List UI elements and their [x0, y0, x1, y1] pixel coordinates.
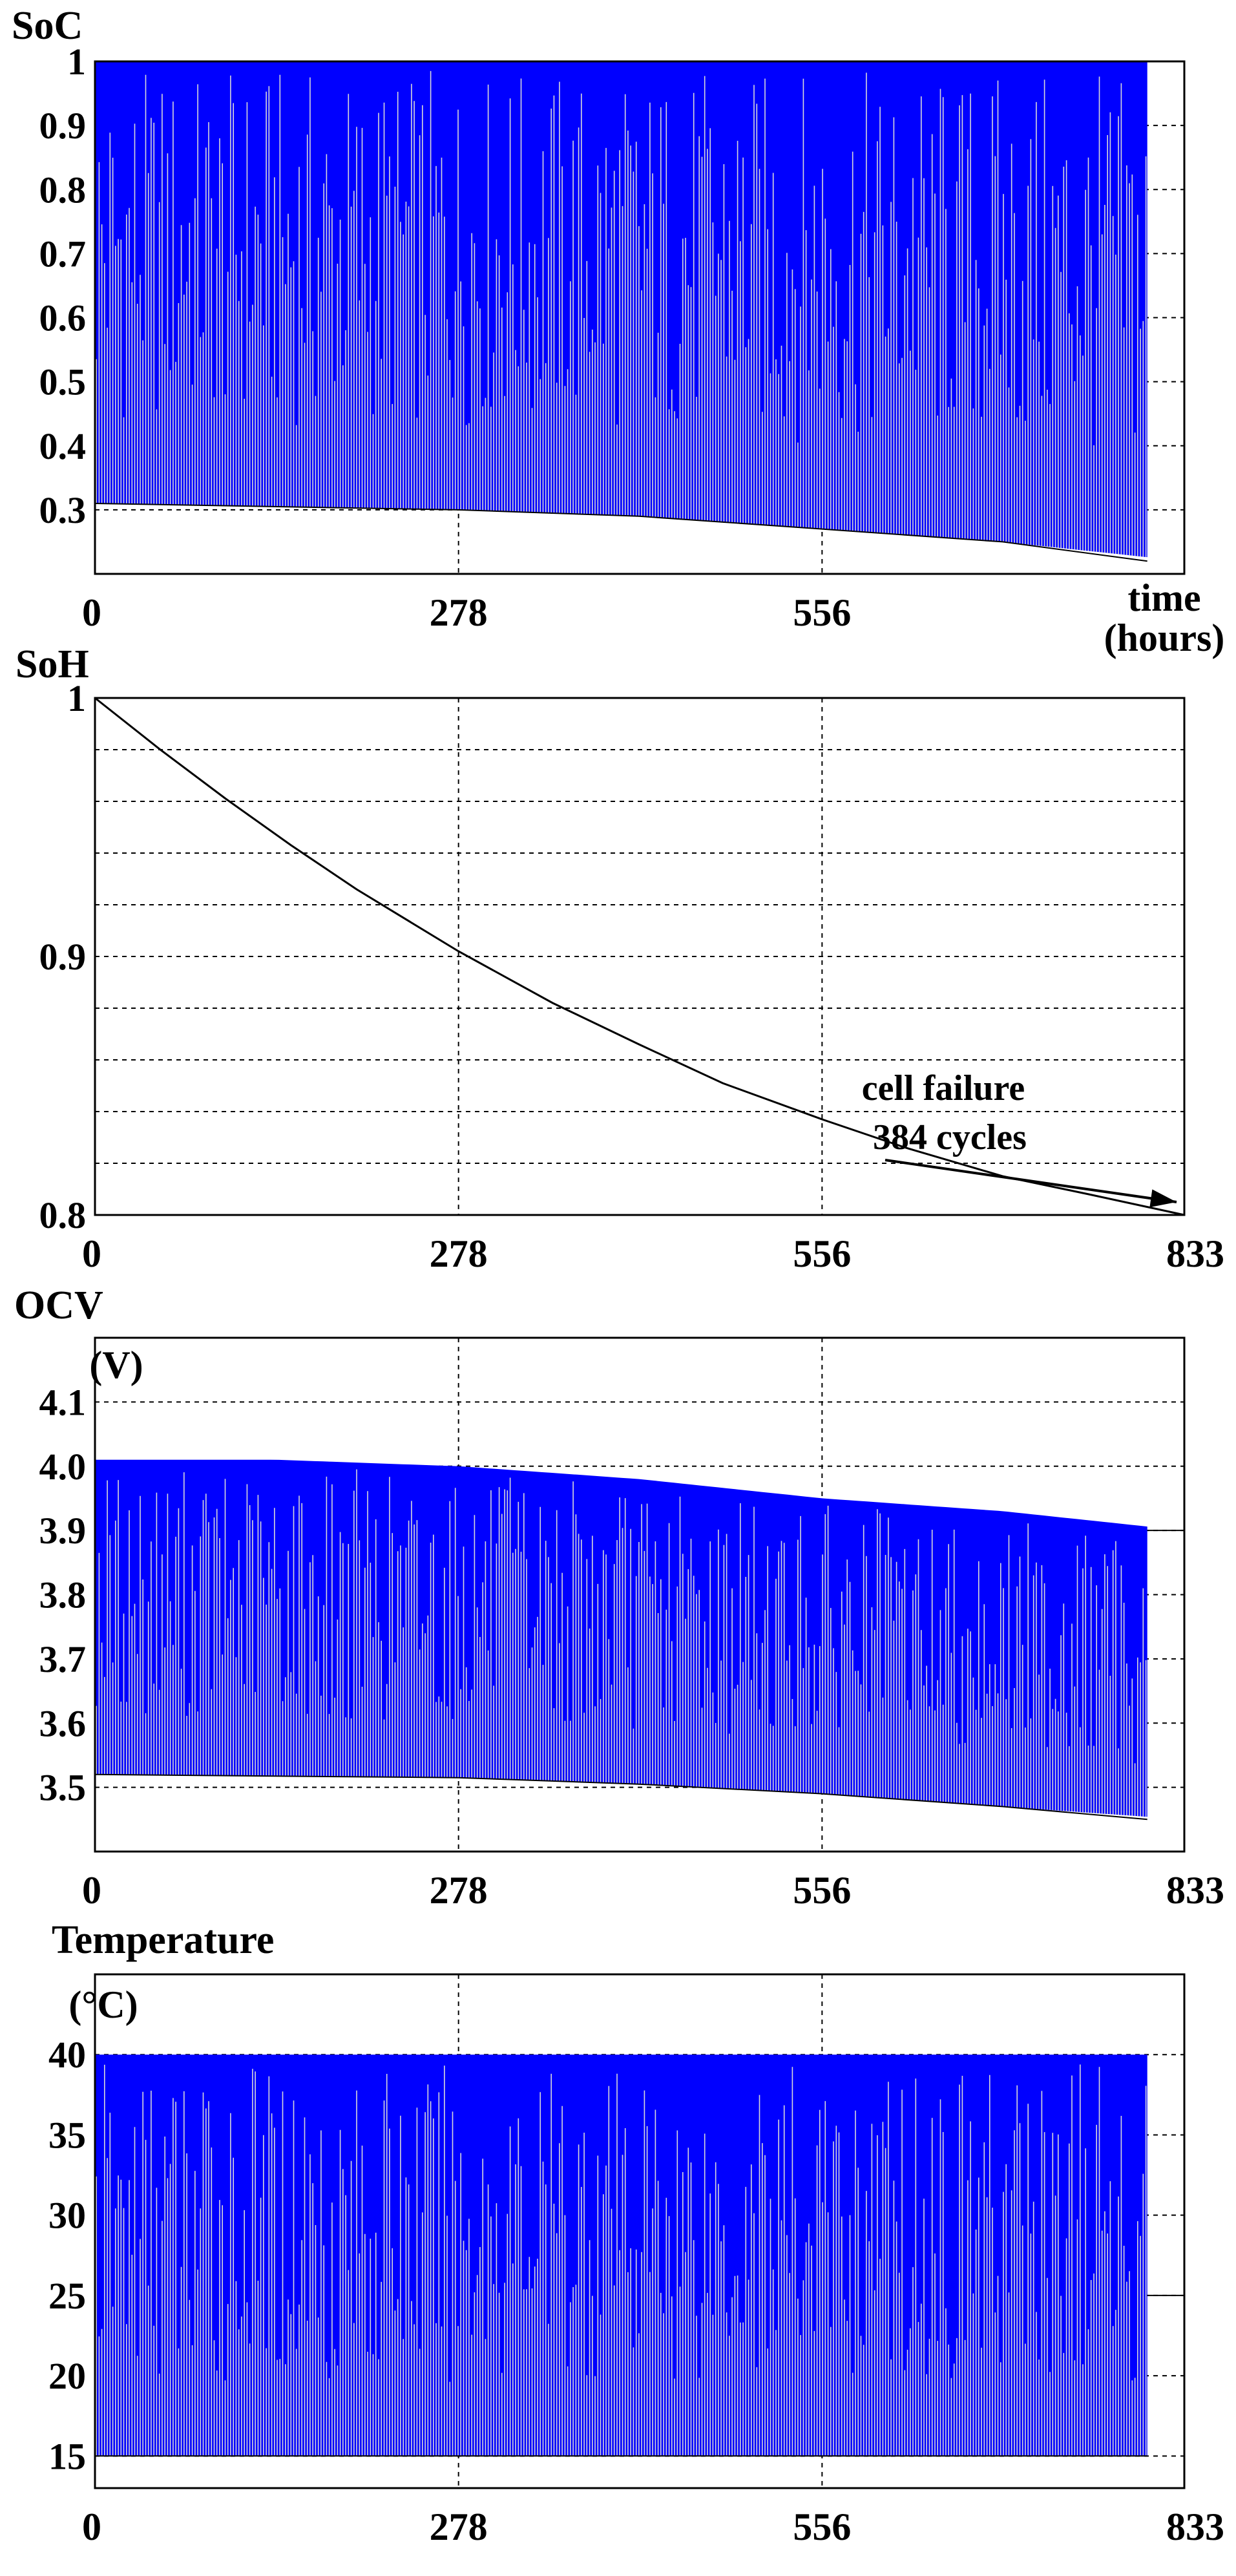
y-tick-label: 0.9	[39, 936, 87, 978]
x-tick-label: 278	[430, 2506, 488, 2548]
panel-title: Temperature	[52, 1918, 274, 1962]
y-tick-label: 30	[48, 2195, 86, 2237]
x-tick-label: 833	[1166, 1232, 1224, 1275]
panel-2: 0.8 0.9 1 0 278 556 833 SoH	[16, 642, 1224, 1275]
y-tick-label: 0.4	[39, 425, 87, 467]
unit-label: (V)	[89, 1344, 143, 1386]
annotation-arrow	[885, 1159, 1177, 1203]
y-tick-label: 1	[67, 677, 86, 719]
cycle-traces	[96, 70, 1147, 557]
cycling-band	[95, 61, 1147, 558]
y-tick-label: 3.6	[39, 1702, 87, 1744]
y-tick-label: 0.3	[39, 489, 87, 531]
x-tick-label: 0	[82, 2506, 101, 2548]
cell-failure-annotation: cell failure	[862, 1068, 1025, 1108]
y-tick-label: 4.1	[39, 1381, 87, 1423]
x-tick-label: 0	[82, 1869, 101, 1912]
axes-box	[94, 60, 1186, 575]
x-tick-label: 556	[793, 591, 851, 634]
y-tick-label: 0.7	[39, 233, 87, 275]
soh-curve	[94, 697, 1185, 1216]
y-tick-label: 0.8	[39, 1194, 87, 1236]
x-tick-label: 556	[793, 1869, 851, 1912]
cycling-band	[95, 1459, 1147, 1817]
panel-3: 3.5 3.6 3.7 3.8 3.9 4.0 4.1 0 278 556 833 OCV (V)	[14, 1283, 1224, 1912]
y-tick-label: 4.0	[39, 1446, 87, 1488]
x-tick-label: 833	[1166, 1869, 1224, 1912]
y-tick-label: 0.8	[39, 169, 87, 211]
y-tick-label: 1	[67, 41, 86, 83]
y-tick-label: 25	[48, 2275, 86, 2317]
panel-4: 15 20 25 30 35 40 0 278 556 833 Temperature (°C)	[48, 1918, 1224, 2548]
cycles-annotation: 384 cycles	[873, 1117, 1027, 1157]
x-tick-label: 278	[430, 1232, 488, 1275]
x-tick-label: 0	[82, 591, 101, 634]
y-tick-label: 3.9	[39, 1510, 87, 1552]
y-tick-label: 3.5	[39, 1767, 87, 1809]
panel-title: SoH	[16, 642, 89, 686]
axes-box	[94, 697, 1186, 1216]
cycling-band	[95, 2054, 1147, 2456]
x-axis-label: (hours)	[1104, 617, 1225, 659]
y-tick-label: 35	[48, 2114, 86, 2156]
panel-title: SoC	[12, 4, 83, 48]
panel-title: OCV	[14, 1283, 103, 1327]
y-tick-label: 0.6	[39, 297, 87, 339]
cycle-traces	[96, 2064, 1147, 2456]
x-tick-label: 278	[430, 591, 488, 634]
panel-1: 0.3 0.4 0.5 0.6 0.7 0.8 0.9 1 0 278 556 SoC time(hou…	[12, 4, 1224, 659]
y-tick-label: 20	[48, 2355, 86, 2397]
x-tick-label: 833	[1166, 2506, 1224, 2548]
y-tick-label: 3.8	[39, 1574, 87, 1616]
unit-label: (°C)	[68, 1983, 138, 2026]
x-tick-label: 0	[82, 1232, 101, 1275]
cycle-traces	[96, 1469, 1147, 1817]
y-tick-label: 15	[48, 2435, 86, 2477]
x-tick-label: 556	[793, 2506, 851, 2548]
axes-box	[94, 1336, 1186, 1853]
y-tick-label: 0.9	[39, 105, 87, 147]
x-axis-label: time	[1127, 576, 1200, 619]
axes-box	[94, 1973, 1186, 2489]
x-tick-label: 278	[430, 1869, 488, 1912]
lower-envelope	[94, 503, 1147, 562]
x-tick-label: 556	[793, 1232, 851, 1275]
lower-envelope	[94, 1773, 1147, 1821]
annotation-arrowhead	[1149, 1189, 1177, 1208]
y-tick-label: 3.7	[39, 1638, 87, 1680]
y-tick-label: 0.5	[39, 361, 87, 403]
y-tick-label: 40	[48, 2034, 86, 2076]
